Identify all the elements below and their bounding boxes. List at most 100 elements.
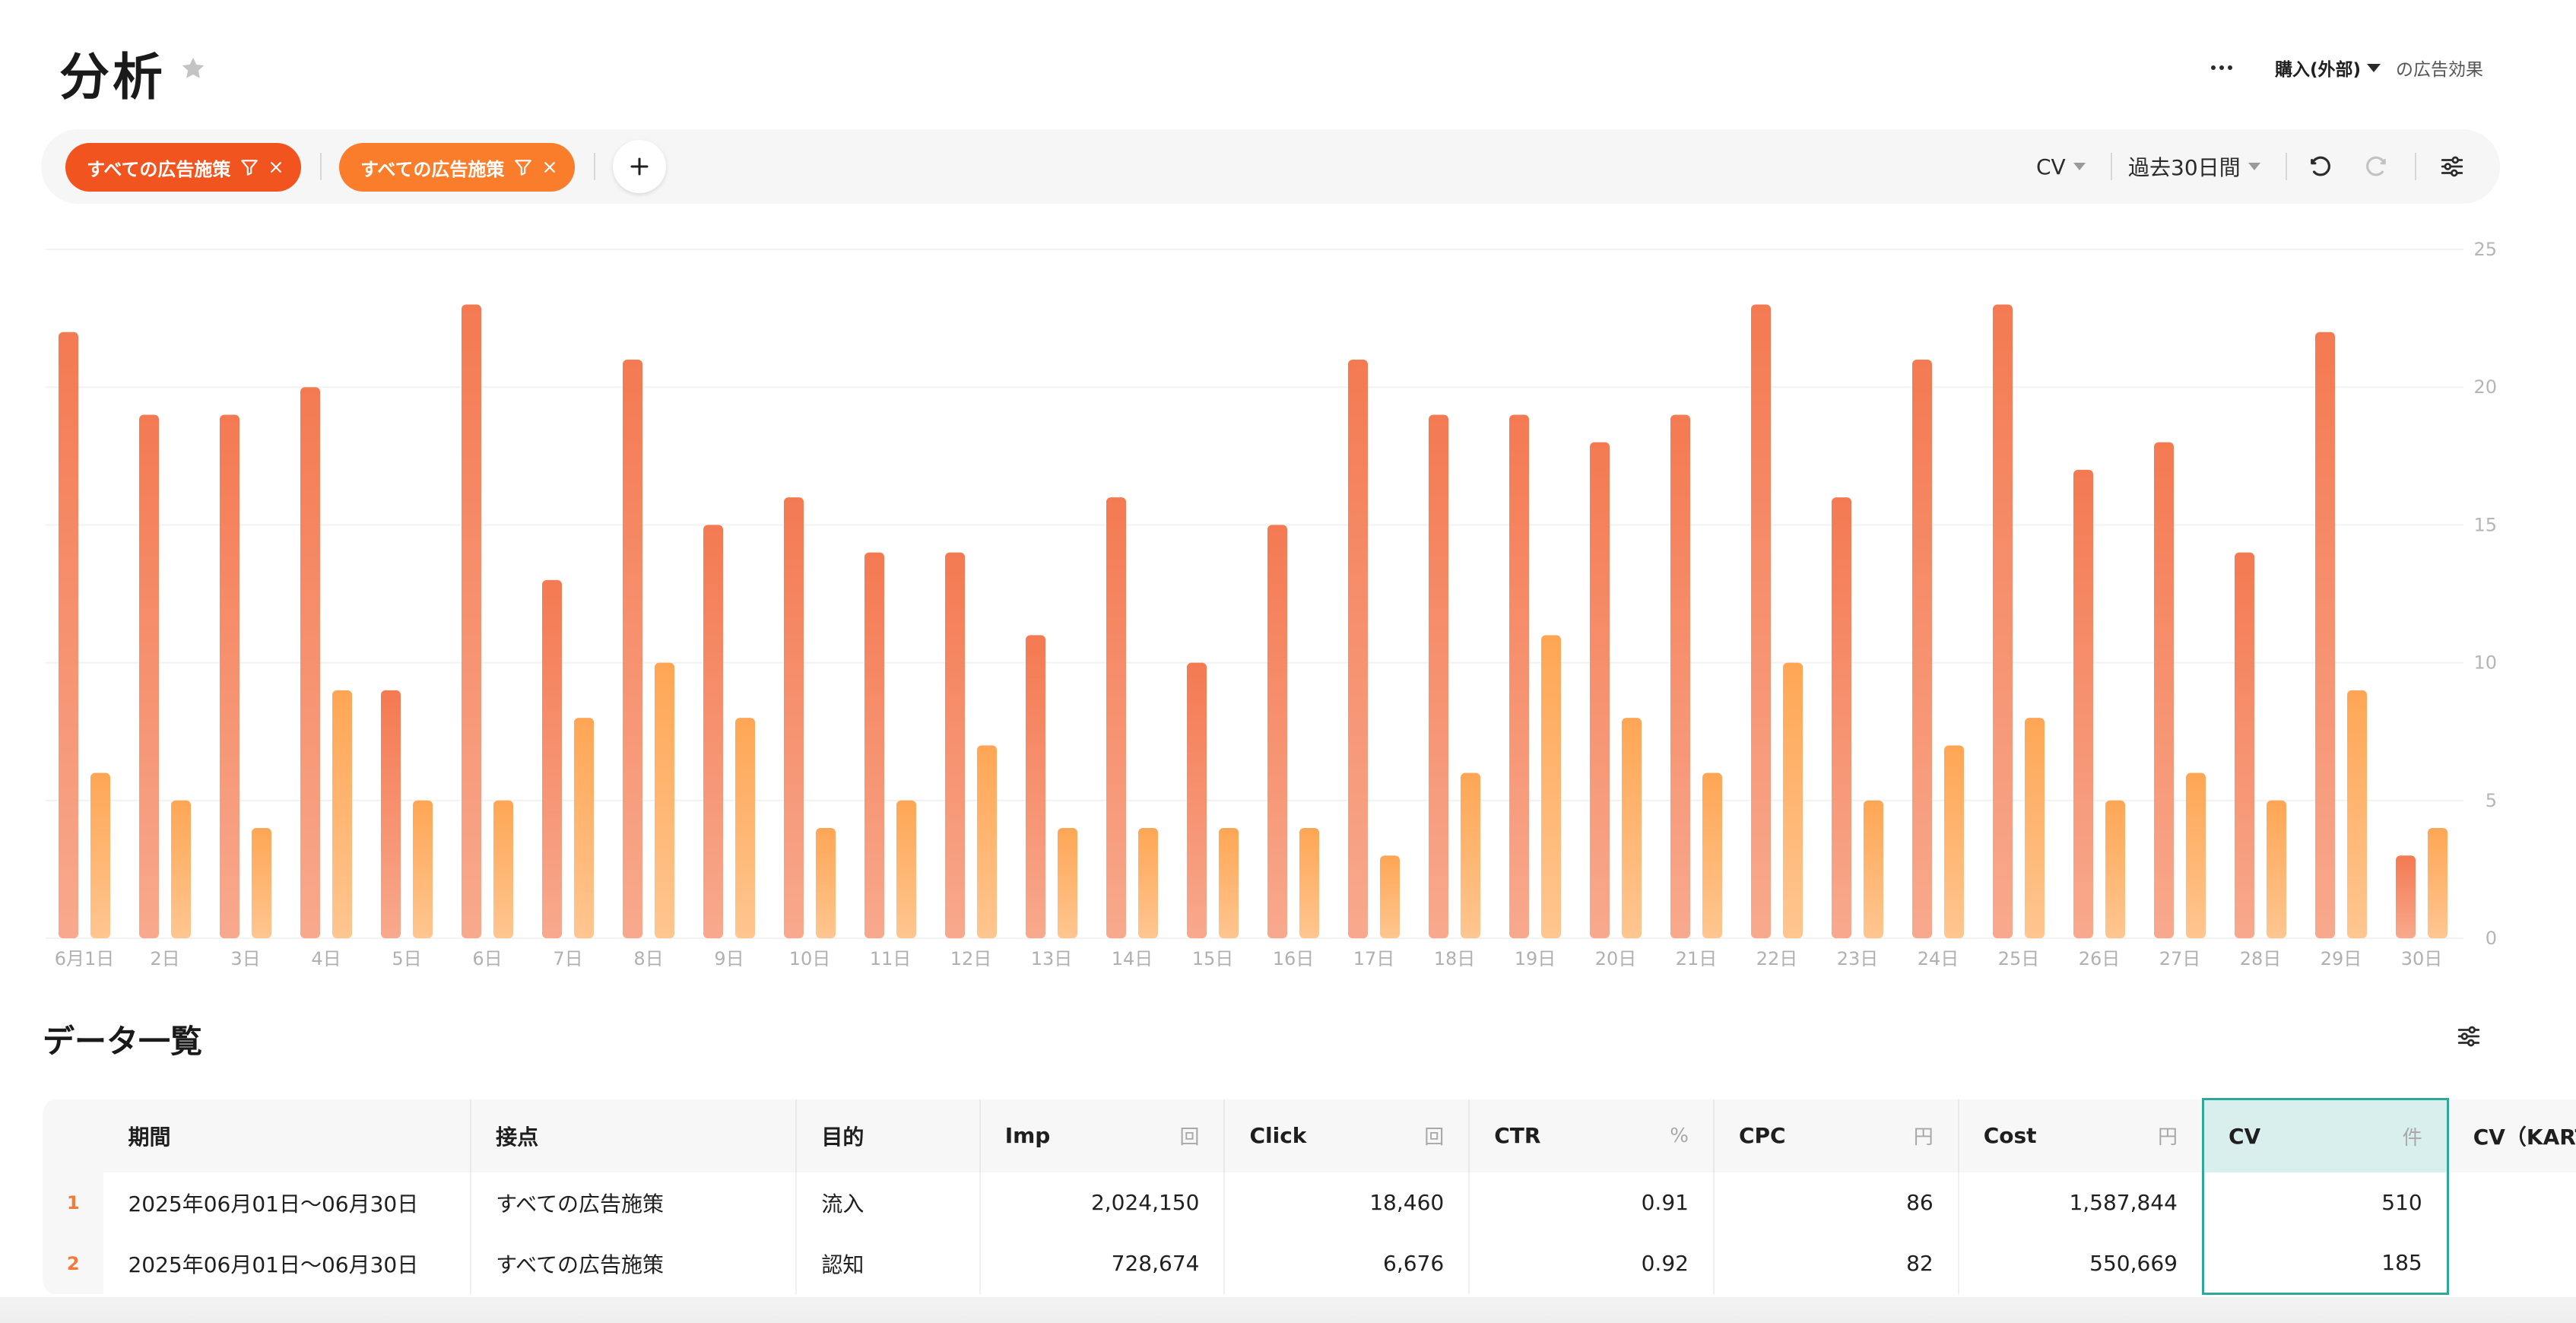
close-icon[interactable]	[542, 160, 557, 175]
star-icon[interactable]	[179, 55, 207, 82]
column-header-ctr[interactable]: CTR%	[1469, 1099, 1715, 1172]
bar-series-1[interactable]	[1106, 497, 1126, 938]
bar-series-2[interactable]	[1058, 828, 1077, 938]
x-tick-label: 23日	[1837, 948, 1879, 969]
bar-series-2[interactable]	[2267, 800, 2286, 938]
bar-series-1[interactable]	[1187, 662, 1207, 938]
chart-settings-button[interactable]	[2436, 151, 2468, 182]
bar-series-2[interactable]	[2428, 828, 2448, 938]
bar-series-2[interactable]	[735, 718, 755, 938]
bar-series-1[interactable]	[1993, 304, 2013, 939]
bar-series-1[interactable]	[1509, 414, 1529, 938]
table-row[interactable]: 1 2025年06月01日〜06月30日 すべての広告施策 流入 2,024,1…	[43, 1172, 2576, 1233]
bar-series-2[interactable]	[1541, 635, 1561, 938]
bar-series-2[interactable]	[1461, 773, 1480, 938]
bar-series-2[interactable]	[252, 828, 271, 938]
bar-series-1[interactable]	[300, 387, 320, 938]
bar-series-1[interactable]	[1912, 359, 1932, 938]
bar-series-2[interactable]	[1622, 718, 1642, 938]
bar-series-1[interactable]	[2073, 469, 2093, 938]
bar-series-1[interactable]	[1670, 414, 1690, 938]
bar-series-1[interactable]	[623, 359, 642, 938]
bar-series-1[interactable]	[381, 690, 401, 938]
bar-series-2[interactable]	[1944, 745, 1964, 938]
bar-series-1[interactable]	[784, 497, 804, 938]
bar-series-1[interactable]	[59, 332, 78, 939]
column-header-click[interactable]: Click 回	[1224, 1099, 1470, 1172]
bar-series-1[interactable]	[220, 414, 240, 938]
conversion-select[interactable]: 購入(外部)	[2275, 55, 2381, 81]
bar-series-1[interactable]	[2396, 855, 2416, 938]
column-header-label: CTR	[1494, 1123, 1541, 1148]
bar-series-2[interactable]	[1219, 828, 1239, 938]
period-select[interactable]: 過去30日間	[2128, 151, 2260, 182]
undo-button[interactable]	[2305, 151, 2336, 182]
x-tick-label: 8日	[633, 948, 663, 969]
bar-series-1[interactable]	[1590, 442, 1610, 938]
data-table-container[interactable]: 期間 接点 目的 Imp 回 Click 回 CTR% CPC 円 Cost 円 CV 件…	[43, 1098, 2576, 1296]
divider	[2415, 153, 2416, 180]
bar-series-2[interactable]	[493, 800, 513, 938]
bar-series-2[interactable]	[574, 718, 594, 938]
redo-button[interactable]	[2360, 151, 2392, 182]
x-tick-label: 29日	[2321, 948, 2362, 969]
column-header-cpc[interactable]: CPC 円	[1713, 1099, 1959, 1172]
bar-series-2[interactable]	[90, 773, 110, 938]
metric-select[interactable]: CV	[2036, 151, 2086, 182]
column-header-period[interactable]: 期間	[103, 1099, 472, 1172]
bar-series-1[interactable]	[945, 552, 965, 938]
bar-series-2[interactable]	[655, 662, 674, 938]
bar-series-2[interactable]	[977, 745, 997, 938]
bar-series-1[interactable]	[1429, 414, 1448, 938]
chart-svg: 0 5 10 15 20 25 6月1日 2日 3日 4日 5日 6日 7日 8日 9日 10日 11日 12日 1…	[46, 239, 2497, 969]
bar-series-2[interactable]	[2186, 773, 2206, 938]
bar-series-2[interactable]	[1864, 800, 1883, 938]
bar-series-1[interactable]	[1832, 497, 1851, 938]
add-filter-button[interactable]	[613, 140, 666, 193]
bar-series-2[interactable]	[896, 800, 916, 938]
x-tick-label: 24日	[1918, 948, 1959, 969]
bar-series-1[interactable]	[542, 579, 562, 938]
bar-series-1[interactable]	[2315, 332, 2335, 939]
column-header-purpose[interactable]: 目的	[796, 1099, 981, 1172]
bar-series-2[interactable]	[1380, 855, 1400, 938]
bar-series-2[interactable]	[2347, 690, 2367, 938]
bar-series-2[interactable]	[2025, 718, 2045, 938]
bar-series-2[interactable]	[816, 828, 836, 938]
bar-series-1[interactable]	[1751, 304, 1771, 939]
bar-series-1[interactable]	[462, 304, 481, 939]
bar-series-1[interactable]	[1026, 635, 1045, 938]
more-icon[interactable]	[2206, 57, 2237, 78]
bar-series-1[interactable]	[864, 552, 884, 938]
table-row[interactable]: 2 2025年06月01日〜06月30日 すべての広告施策 認知 728,674…	[43, 1233, 2576, 1295]
x-tick-label: 6日	[472, 948, 502, 969]
divider	[320, 153, 322, 180]
bar-series-1[interactable]	[2154, 442, 2174, 938]
bar-series-1[interactable]	[1348, 359, 1368, 938]
column-header-cv[interactable]: CV 件	[2201, 1098, 2449, 1172]
filter-chip-2[interactable]: すべての広告施策	[339, 143, 575, 192]
bar-series-2[interactable]	[413, 800, 433, 938]
bar-series-2[interactable]	[1138, 828, 1158, 938]
y-tick-label: 5	[2486, 790, 2497, 811]
bar-series-1[interactable]	[703, 525, 723, 938]
x-tick-label: 30日	[2401, 948, 2443, 969]
bar-series-2[interactable]	[1783, 662, 1803, 938]
column-header-cost[interactable]: Cost 円	[1958, 1099, 2204, 1172]
filter-chip-1[interactable]: すべての広告施策	[65, 143, 301, 192]
table-settings-icon[interactable]	[2454, 1023, 2483, 1049]
x-tick-label: 7日	[553, 948, 582, 969]
column-header-touchpoint[interactable]: 接点	[471, 1099, 798, 1172]
bar-series-2[interactable]	[332, 690, 352, 938]
bar-series-2[interactable]	[2105, 800, 2125, 938]
column-header-cv-karte[interactable]: CV（KARTE	[2448, 1099, 2576, 1172]
bar-series-1[interactable]	[2235, 552, 2254, 938]
close-icon[interactable]	[268, 160, 284, 175]
bar-series-1[interactable]	[139, 414, 159, 938]
bar-series-2[interactable]	[1702, 773, 1722, 938]
bar-series-1[interactable]	[1267, 525, 1287, 938]
bar-series-2[interactable]	[1299, 828, 1319, 938]
bar-series-2[interactable]	[171, 800, 191, 938]
column-header-imp[interactable]: Imp 回	[979, 1099, 1226, 1172]
row-index: 1	[43, 1172, 104, 1233]
